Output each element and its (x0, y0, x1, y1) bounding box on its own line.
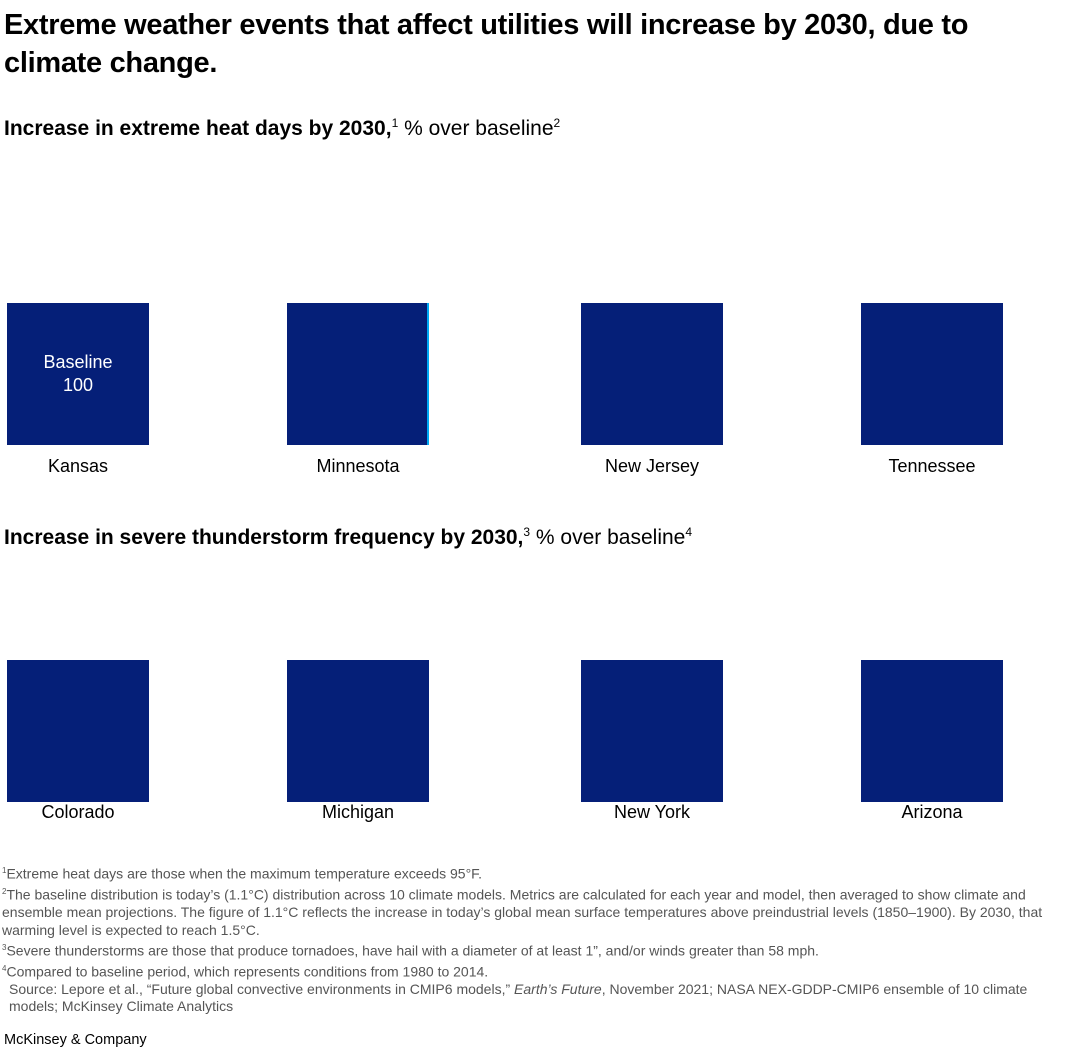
category-label: Arizona (901, 802, 963, 822)
category-label: Colorado (41, 802, 115, 822)
square-tennessee (861, 303, 1003, 445)
footnote: 3Severe thunderstorms are those that pro… (2, 942, 819, 959)
chart2-subtitle: Increase in severe thunderstorm frequenc… (4, 525, 693, 549)
chart1-subtitle: Increase in extreme heat days by 2030,1 … (4, 116, 561, 140)
category-label: Minnesota (316, 456, 400, 476)
source-note: Source: Lepore et al., “Future global co… (9, 981, 1028, 1015)
footnote: 2The baseline distribution is today’s (1… (2, 886, 1043, 938)
logo: McKinsey & Company (4, 1032, 147, 1048)
chart-title: Extreme weather events that affect utili… (4, 9, 969, 79)
category-label: Tennessee (888, 456, 976, 476)
footnote: 4Compared to baseline period, which repr… (2, 963, 489, 980)
square-michigan (287, 660, 429, 802)
square-colorado (7, 660, 149, 802)
footnote: 1Extreme heat days are those when the ma… (2, 865, 483, 882)
category-label: New York (613, 802, 691, 822)
category-label: New Jersey (604, 456, 700, 476)
square-new-jersey (581, 303, 723, 445)
category-label: Kansas (47, 456, 109, 476)
category-label: Michigan (321, 802, 395, 822)
square-kansas: Baseline 100 (7, 303, 149, 445)
footnotes: 1Extreme heat days are those when the ma… (2, 862, 1072, 1016)
baseline-label: Baseline 100 (43, 352, 113, 395)
square-minnesota (287, 303, 429, 445)
square-arizona (861, 660, 1003, 802)
square-new-york (581, 660, 723, 802)
